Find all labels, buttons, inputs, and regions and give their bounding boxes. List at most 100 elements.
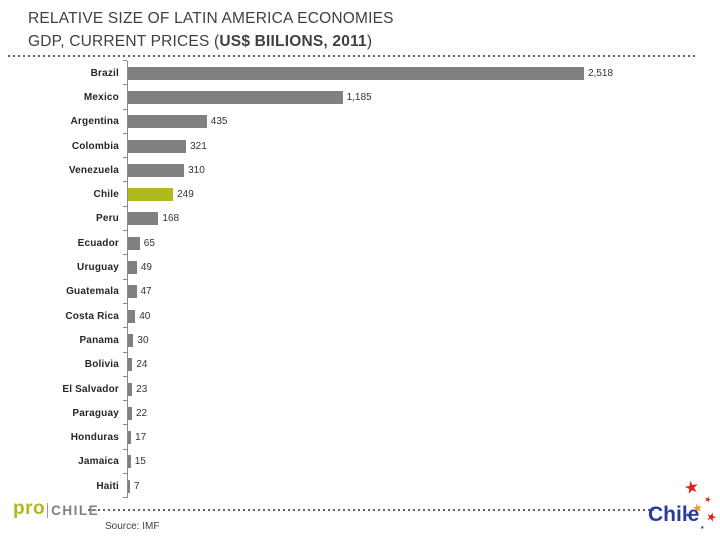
chart-row: Peru 168 bbox=[0, 205, 720, 232]
chile-brand-logo: ★ ★ ★ ★ ★ ★ Chile bbox=[648, 476, 719, 537]
bar-ecuador bbox=[128, 236, 140, 250]
chile-brand-wordmark: Chile bbox=[648, 503, 700, 526]
category-label: Panama bbox=[79, 334, 119, 346]
chart-row: Bolivia 24 bbox=[0, 351, 720, 377]
category-label: Ecuador bbox=[77, 237, 119, 249]
chart-row: Chile 249 bbox=[0, 181, 720, 207]
star-icon: ★ bbox=[703, 494, 713, 505]
value-label: 40 bbox=[139, 310, 151, 322]
bottom-divider bbox=[88, 509, 654, 511]
bar-zone: 168 bbox=[123, 205, 720, 232]
bar-zone: 249 bbox=[123, 181, 720, 207]
category-label: Mexico bbox=[83, 91, 119, 103]
category-label: Venezuela bbox=[68, 164, 119, 176]
category-label: Jamaica bbox=[78, 456, 119, 468]
chart-row: Venezuela 310 bbox=[0, 157, 720, 183]
value-label: 1,185 bbox=[346, 91, 372, 103]
bar-zone: 321 bbox=[123, 132, 720, 159]
subtitle-emphasis: US$ BIILIONS, 2011 bbox=[219, 33, 367, 50]
value-label: 65 bbox=[143, 237, 155, 249]
value-label: 2,518 bbox=[588, 67, 614, 79]
category-label: Chile bbox=[93, 189, 119, 201]
chart-row: Uruguay 49 bbox=[0, 254, 720, 280]
category-label: Argentina bbox=[70, 116, 119, 128]
bar-peru bbox=[128, 212, 159, 226]
category-label: Honduras bbox=[70, 432, 119, 444]
chart-row: Costa Rica 40 bbox=[0, 302, 720, 329]
star-icon: ★ bbox=[700, 525, 705, 531]
bar-zone: 2,518 bbox=[123, 59, 720, 86]
chart-row: Jamaica 15 bbox=[0, 448, 720, 475]
bar-chart: Brazil 2,518 Mexico 1,185 Argentina 435 Colomb… bbox=[0, 59, 720, 499]
bar-zone: 17 bbox=[123, 424, 720, 450]
star-icon: ★ bbox=[682, 476, 702, 499]
bar-jamaica bbox=[128, 455, 131, 469]
bar-honduras bbox=[128, 431, 132, 445]
bar-zone: 22 bbox=[123, 400, 720, 426]
chart-row: Brazil 2,518 bbox=[0, 59, 720, 86]
chart-row: Ecuador 65 bbox=[0, 230, 720, 256]
bar-uruguay bbox=[128, 261, 137, 275]
title-block: RELATIVE SIZE OF LATIN AMERICA ECONOMIES… bbox=[28, 7, 394, 53]
bar-zone: 435 bbox=[123, 108, 720, 134]
value-label: 321 bbox=[190, 140, 207, 152]
category-label: Paraguay bbox=[72, 407, 119, 419]
value-label: 7 bbox=[134, 480, 140, 492]
bar-haiti bbox=[128, 479, 130, 493]
bar-zone: 24 bbox=[123, 351, 720, 377]
value-label: 17 bbox=[135, 432, 147, 444]
prochile-logo: pro CHILE bbox=[13, 498, 100, 519]
chart-row: Paraguay 22 bbox=[0, 400, 720, 426]
bar-bolivia bbox=[128, 358, 133, 372]
prochile-logo-chile: CHILE bbox=[51, 502, 100, 518]
bar-zone: 7 bbox=[123, 473, 720, 499]
bar-zone: 40 bbox=[123, 302, 720, 329]
subtitle-suffix: ) bbox=[366, 33, 373, 50]
category-label: Costa Rica bbox=[65, 310, 119, 322]
bar-zone: 65 bbox=[123, 230, 720, 256]
value-label: 310 bbox=[188, 164, 205, 176]
category-label: Bolivia bbox=[84, 359, 119, 371]
bar-zone: 47 bbox=[123, 278, 720, 304]
value-label: 49 bbox=[140, 262, 152, 274]
chart-row: El Salvador 23 bbox=[0, 375, 720, 402]
value-label: 23 bbox=[136, 383, 148, 395]
chart-row: Guatemala 47 bbox=[0, 278, 720, 304]
chart-subtitle: GDP, CURRENT PRICES (US$ BIILIONS, 2011) bbox=[28, 30, 394, 53]
category-label: El Salvador bbox=[62, 383, 119, 395]
value-label: 30 bbox=[137, 334, 149, 346]
category-label: Uruguay bbox=[77, 262, 119, 274]
bar-paraguay bbox=[128, 406, 132, 420]
bar-brazil bbox=[128, 66, 584, 80]
source-note: Source: IMF bbox=[105, 521, 160, 532]
bar-el-salvador bbox=[128, 382, 133, 396]
value-label: 249 bbox=[177, 189, 194, 201]
value-label: 168 bbox=[162, 213, 180, 225]
bar-zone: 30 bbox=[123, 327, 720, 353]
category-label: Peru bbox=[95, 213, 119, 225]
bar-zone: 310 bbox=[123, 157, 720, 183]
bar-zone: 49 bbox=[123, 254, 720, 280]
bar-zone: 23 bbox=[123, 375, 720, 402]
bar-venezuela bbox=[128, 163, 185, 177]
category-label: Guatemala bbox=[66, 286, 119, 298]
bar-panama bbox=[128, 333, 134, 347]
value-label: 22 bbox=[135, 407, 148, 419]
bar-zone: 15 bbox=[123, 448, 720, 475]
bar-costa-rica bbox=[128, 309, 136, 323]
chart-row: Honduras 17 bbox=[0, 424, 720, 450]
chart-row: Colombia 321 bbox=[0, 132, 720, 159]
bar-argentina bbox=[128, 115, 207, 129]
value-label: 47 bbox=[140, 286, 152, 298]
chart-title: RELATIVE SIZE OF LATIN AMERICA ECONOMIES bbox=[28, 10, 394, 27]
prochile-logo-separator bbox=[47, 502, 49, 518]
category-label: Haiti bbox=[96, 480, 119, 492]
subtitle-prefix: GDP, CURRENT PRICES ( bbox=[28, 33, 220, 50]
bar-chile bbox=[128, 188, 174, 202]
value-label: 15 bbox=[134, 456, 146, 468]
prochile-logo-pro: pro bbox=[13, 498, 46, 519]
chart-row: Argentina 435 bbox=[0, 108, 720, 134]
chart-row: Haiti 7 bbox=[0, 473, 720, 499]
value-label: 435 bbox=[210, 116, 228, 128]
